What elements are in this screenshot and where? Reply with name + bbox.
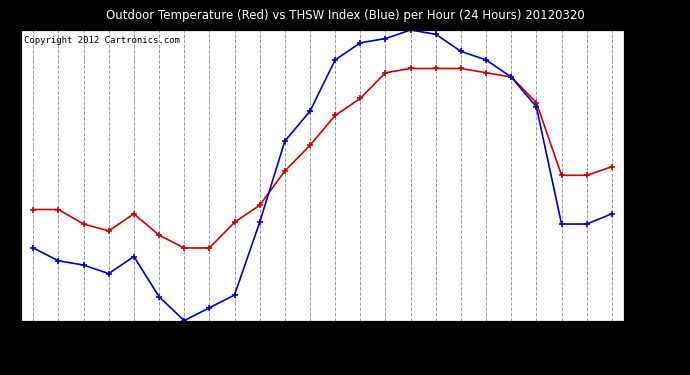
Text: Copyright 2012 Cartronics.com: Copyright 2012 Cartronics.com	[23, 36, 179, 45]
Text: Outdoor Temperature (Red) vs THSW Index (Blue) per Hour (24 Hours) 20120320: Outdoor Temperature (Red) vs THSW Index …	[106, 9, 584, 22]
